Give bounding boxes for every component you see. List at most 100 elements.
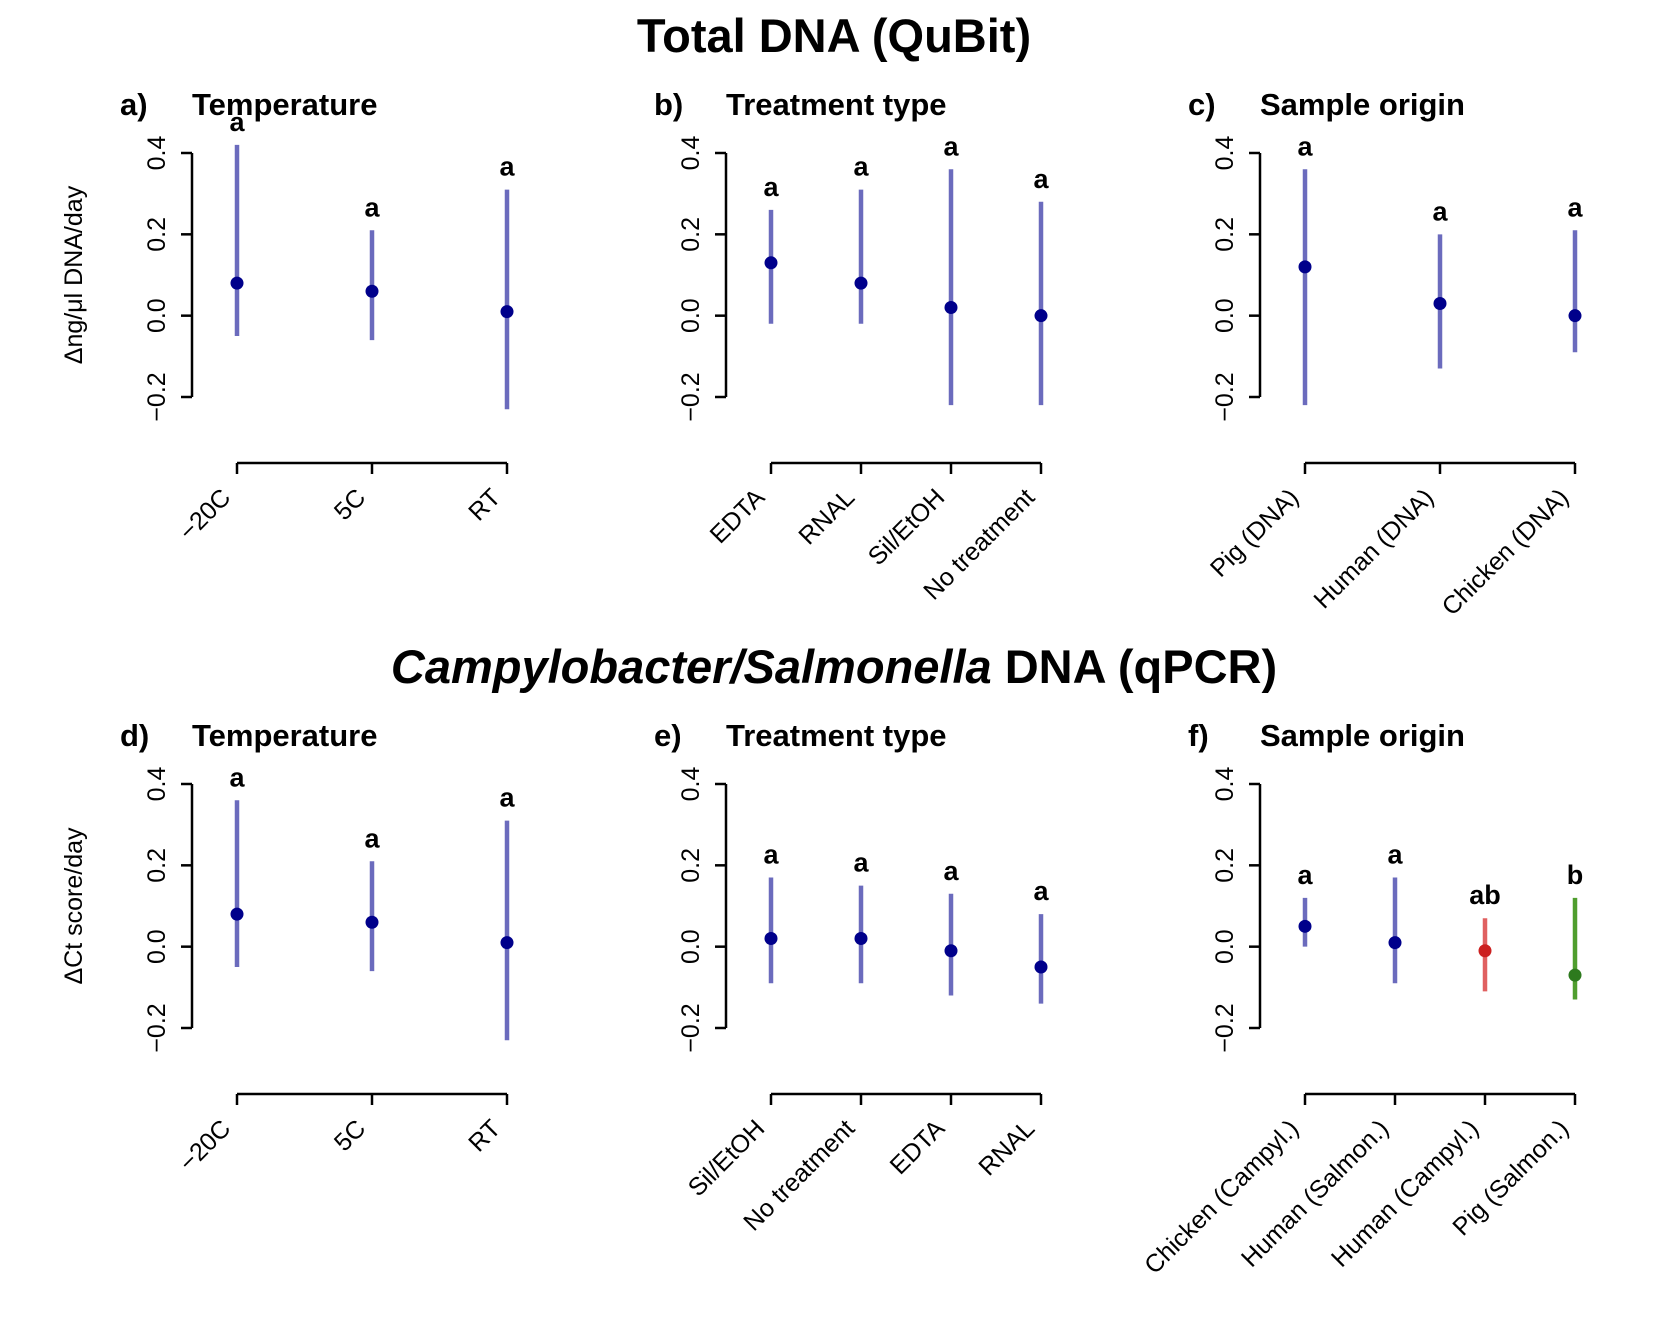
data-point [365,284,379,298]
data-point [500,936,514,950]
x-tick-label: EDTA [885,1114,951,1180]
data-point [230,276,244,290]
sig-letter: a [1387,840,1403,870]
sig-letter: a [1033,876,1049,906]
data-point [1478,944,1492,958]
y-tick-label: 0.0 [1211,929,1239,964]
panel-header-a: Temperature [192,87,378,122]
panel-label-c: c) [1188,87,1216,122]
panel-header-d: Temperature [192,718,378,753]
panel-header-f: Sample origin [1260,718,1465,753]
panel-d: d) Temperature −0.2 0.0 0.2 0.4 ΔCt score/day a… [60,718,515,1177]
section-title-qpcr-italic: Campylobacter/Salmonella [390,640,992,693]
x-tick-label: Sil/EtOH [683,1114,771,1202]
x-tick-label: −20C [174,483,237,546]
x-tick-label: EDTA [705,483,771,549]
sig-letter: a [1432,196,1448,226]
y-tick-label: 0.0 [677,929,705,964]
panel-header-c: Sample origin [1260,87,1465,122]
panel-label-e: e) [654,718,682,753]
y-tick-label: −0.2 [1211,1003,1239,1052]
sig-letter: a [1033,164,1049,194]
y-tick-label: 0.2 [677,217,705,252]
y-tick-label: 0.0 [677,298,705,333]
panel-c: c) Sample origin −0.2 0.0 0.2 0.4 a Pig (DNA) a H… [1188,87,1583,613]
data-point [854,276,868,290]
x-tick-label: Human (DNA) [1308,483,1439,613]
y-tick-label: 0.0 [143,298,171,333]
data-point [500,305,514,319]
data-point [764,932,778,946]
y-tick-label: 0.2 [677,848,705,883]
y-tick-label: −0.2 [143,372,171,421]
x-tick-label: Pig (DNA) [1205,483,1304,582]
x-tick-label: 5C [329,483,371,525]
x-tick-label: 5C [329,1114,371,1156]
y-tick-label: −0.2 [677,372,705,421]
panel-label-f: f) [1188,718,1209,753]
y-tick-label: 0.4 [143,767,171,802]
panel-label-b: b) [654,87,683,122]
data-point [1568,968,1582,982]
data-point [230,907,244,921]
y-tick-label: 0.4 [677,136,705,171]
panel-header-e: Treatment type [726,718,947,753]
y-axis-label: Δng/μl DNA/day [60,185,88,364]
x-tick-label: RNAL [793,483,860,550]
y-tick-label: −0.2 [143,1003,171,1052]
panel-label-a: a) [120,87,148,122]
sig-letter: a [364,823,380,853]
data-point [1034,309,1048,323]
panel-row-qubit: a) Temperature −0.2 0.0 0.2 0.4 Δng/μl DNA/day… [0,65,1668,613]
y-tick-label: 0.2 [1211,217,1239,252]
sig-letter: a [1297,860,1313,890]
sig-letter: ab [1469,880,1501,910]
sig-letter: a [229,107,245,137]
sig-letter: a [499,783,515,813]
section-title-qubit-plain: Total DNA (QuBit) [636,9,1032,62]
x-tick-label: RNAL [973,1114,1040,1181]
data-point [1388,936,1402,950]
data-point [1433,296,1447,310]
y-tick-label: 0.4 [677,767,705,802]
y-tick-label: 0.2 [143,217,171,252]
sig-letter: a [763,172,779,202]
data-point [1298,260,1312,274]
panel-label-d: d) [120,718,149,753]
sig-letter: a [943,131,959,161]
y-tick-label: −0.2 [677,1003,705,1052]
y-tick-label: 0.2 [143,848,171,883]
sig-letter: a [499,152,515,182]
panel-a: a) Temperature −0.2 0.0 0.2 0.4 Δng/μl DNA/day… [60,87,515,546]
data-point [944,301,958,315]
panel-e: e) Treatment type−0.20.00.20.4aSil/EtOHaN… [654,718,1049,1236]
sig-letter: a [364,192,380,222]
sig-letter: b [1567,860,1584,890]
data-point [365,915,379,929]
y-axis-label: ΔCt score/day [60,827,88,985]
y-tick-label: 0.4 [1211,136,1239,171]
section-title-qpcr-plain: DNA (qPCR) [991,640,1278,693]
sig-letter: a [943,856,959,886]
data-point [944,944,958,958]
x-tick-label: Chicken (Campyl.) [1139,1114,1304,1279]
x-tick-label: RT [463,1114,506,1157]
panel-header-b: Treatment type [726,87,947,122]
y-tick-label: −0.2 [1211,372,1239,421]
y-tick-label: 0.4 [143,136,171,171]
x-tick-label: −20C [174,1114,237,1177]
x-tick-label: Sil/EtOH [863,483,951,571]
x-tick-label: Chicken (DNA) [1437,483,1575,613]
sig-letter: a [853,152,869,182]
y-tick-label: 0.0 [143,929,171,964]
data-point [1034,960,1048,974]
sig-letter: a [853,848,869,878]
figure: Total DNA (QuBit) a) Temperature −0.2 0.0 0.… [0,8,1668,1314]
y-tick-label: 0.0 [1211,298,1239,333]
sig-letter: a [1567,192,1583,222]
section-title-qubit: Total DNA (QuBit) [0,8,1668,63]
data-point [1298,919,1312,933]
data-point [1568,309,1582,323]
y-tick-label: 0.2 [1211,848,1239,883]
section-title-qpcr: Campylobacter/Salmonella DNA (qPCR) [0,639,1668,694]
